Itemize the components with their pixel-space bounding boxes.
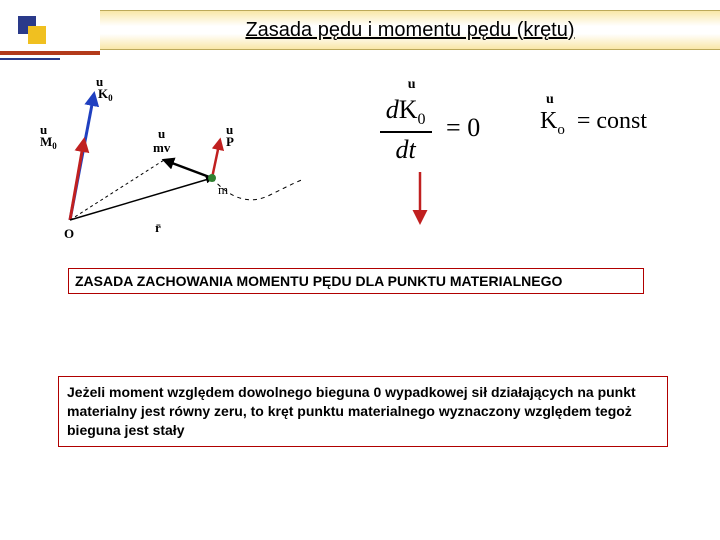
svg-text:P: P bbox=[226, 134, 234, 149]
vector-mv bbox=[164, 160, 212, 178]
formula-k0-const: u Ko = const bbox=[540, 108, 710, 139]
vec-overset-icon: u bbox=[408, 77, 416, 93]
svg-text:K0: K0 bbox=[98, 86, 113, 103]
svg-text:m: m bbox=[218, 182, 228, 197]
mass-point bbox=[208, 174, 216, 182]
accent-line-blue bbox=[0, 58, 60, 60]
accent-line-red bbox=[0, 51, 100, 55]
svg-text:r̄: r̄ bbox=[155, 220, 161, 235]
vec-overset-icon: u bbox=[546, 92, 554, 108]
vector-p bbox=[212, 140, 220, 178]
principle-heading-box: ZASADA ZACHOWANIA MOMENTU PĘDU DLA PUNKT… bbox=[68, 268, 644, 294]
principle-heading: ZASADA ZACHOWANIA MOMENTU PĘDU DLA PUNKT… bbox=[75, 273, 562, 289]
diagram-svg: u K0 u M0 u mv u P r̄ m O bbox=[40, 80, 310, 245]
svg-text:M0: M0 bbox=[40, 134, 57, 151]
principle-statement: Jeżeli moment względem dowolnego bieguna… bbox=[67, 384, 636, 438]
svg-text:u: u bbox=[158, 126, 165, 141]
vector-r bbox=[70, 178, 212, 220]
svg-text:O: O bbox=[64, 226, 74, 241]
principle-statement-box: Jeżeli moment względem dowolnego bieguna… bbox=[58, 376, 668, 447]
slide-header: Zasada pędu i momentu pędu (krętu) bbox=[0, 10, 720, 50]
vector-diagram: u K0 u M0 u mv u P r̄ m O bbox=[40, 80, 310, 240]
formula-rhs: = const bbox=[577, 108, 647, 134]
corner-logo bbox=[18, 16, 46, 44]
formula-dk0-dt: udK0 dt = 0 bbox=[330, 95, 530, 165]
title-bar: Zasada pędu i momentu pędu (krętu) bbox=[100, 10, 720, 50]
svg-text:mv: mv bbox=[153, 140, 171, 155]
vector-m0 bbox=[70, 140, 84, 220]
slide-title: Zasada pędu i momentu pędu (krętu) bbox=[245, 19, 574, 42]
